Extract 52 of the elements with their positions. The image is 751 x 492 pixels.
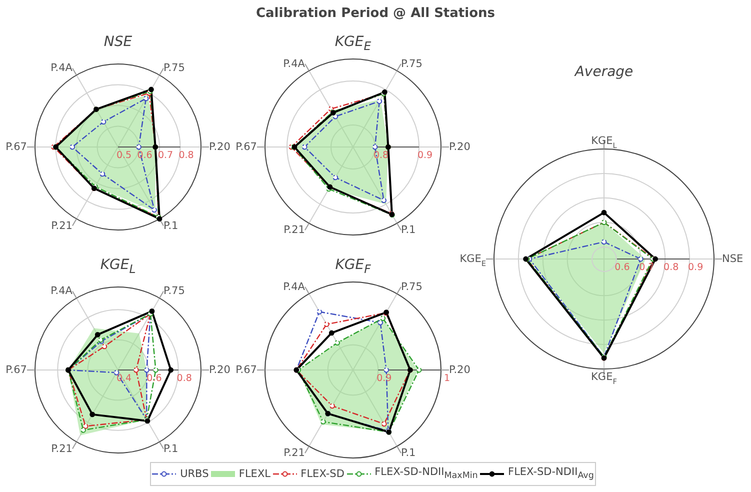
spoke-label: P.20 — [449, 141, 470, 153]
spoke-label: P.21 — [284, 447, 305, 460]
spoke-label: P.75 — [401, 58, 422, 70]
spoke-label: P.67 — [6, 141, 27, 153]
spoke-label: KGE$_{F}$ — [591, 371, 617, 386]
spoke-label: P.1 — [164, 442, 178, 455]
legend-label: FLEXL — [238, 468, 270, 480]
y-tick-label: 0.8 — [178, 150, 194, 161]
spoke-label: P.4A — [50, 285, 74, 298]
legend-label: FLEX-SD-NDII$_{Avg}$ — [508, 466, 594, 482]
y-tick-label: 0.5 — [116, 150, 132, 161]
y-tick-label: 0.9 — [417, 150, 433, 161]
y-tick-label: 0.6 — [137, 150, 152, 161]
text: Calibration Period @ All Stations — [254, 6, 496, 21]
chart-title: NSE — [102, 33, 134, 51]
y-tick-label: 0.9 — [376, 373, 392, 384]
chart-title: KGE$_{F}$ — [335, 257, 371, 276]
y-tick-label: 0.6 — [614, 262, 630, 273]
legend-label: FLEX-SD — [300, 468, 344, 480]
chart-title: Average — [573, 63, 634, 81]
y-tick-label: 0.8 — [176, 373, 192, 384]
y-tick-label: 1 — [444, 373, 450, 384]
y-tick-label: 0.4 — [116, 373, 132, 384]
spoke-label: P.20 — [209, 141, 230, 153]
spoke-label: P.75 — [401, 280, 422, 293]
spoke-label: P.4A — [283, 280, 306, 293]
spoke-label: P.1 — [401, 447, 416, 460]
spoke-label: P.75 — [164, 285, 185, 298]
spoke-label: NSE — [722, 253, 744, 265]
y-tick-label: 0.9 — [688, 262, 704, 273]
spoke-label: P.20 — [449, 364, 470, 376]
spoke-label: P.4A — [50, 62, 74, 74]
y-tick-label: 0.8 — [664, 262, 679, 273]
spoke-label: P.67 — [236, 141, 257, 153]
spoke-label: P.20 — [209, 364, 230, 376]
spoke-label: P.1 — [164, 220, 178, 232]
y-tick-label: 0.7 — [158, 150, 174, 161]
chart-title: KGE$_{L}$ — [99, 256, 137, 278]
spoke-label: P.4A — [283, 58, 306, 70]
spoke-label: P.21 — [284, 224, 305, 236]
spoke-label: P.75 — [164, 62, 185, 74]
spoke-label: P.21 — [51, 220, 72, 232]
spoke-label: P.21 — [51, 442, 72, 455]
spoke-label: P.67 — [236, 364, 257, 376]
spoke-label: P.1 — [401, 224, 416, 236]
legend-label: URBS — [180, 468, 209, 480]
legend-label: FLEX-SD-NDII$_{MaxMin}$ — [374, 466, 478, 482]
spoke-label: KGE$_{L}$ — [591, 135, 618, 150]
chart-title: KGE$_{E}$ — [334, 33, 372, 55]
y-tick-label: 0.6 — [146, 373, 162, 384]
spoke-label: KGE$_{E}$ — [460, 253, 486, 268]
spoke-label: P.67 — [6, 364, 27, 376]
